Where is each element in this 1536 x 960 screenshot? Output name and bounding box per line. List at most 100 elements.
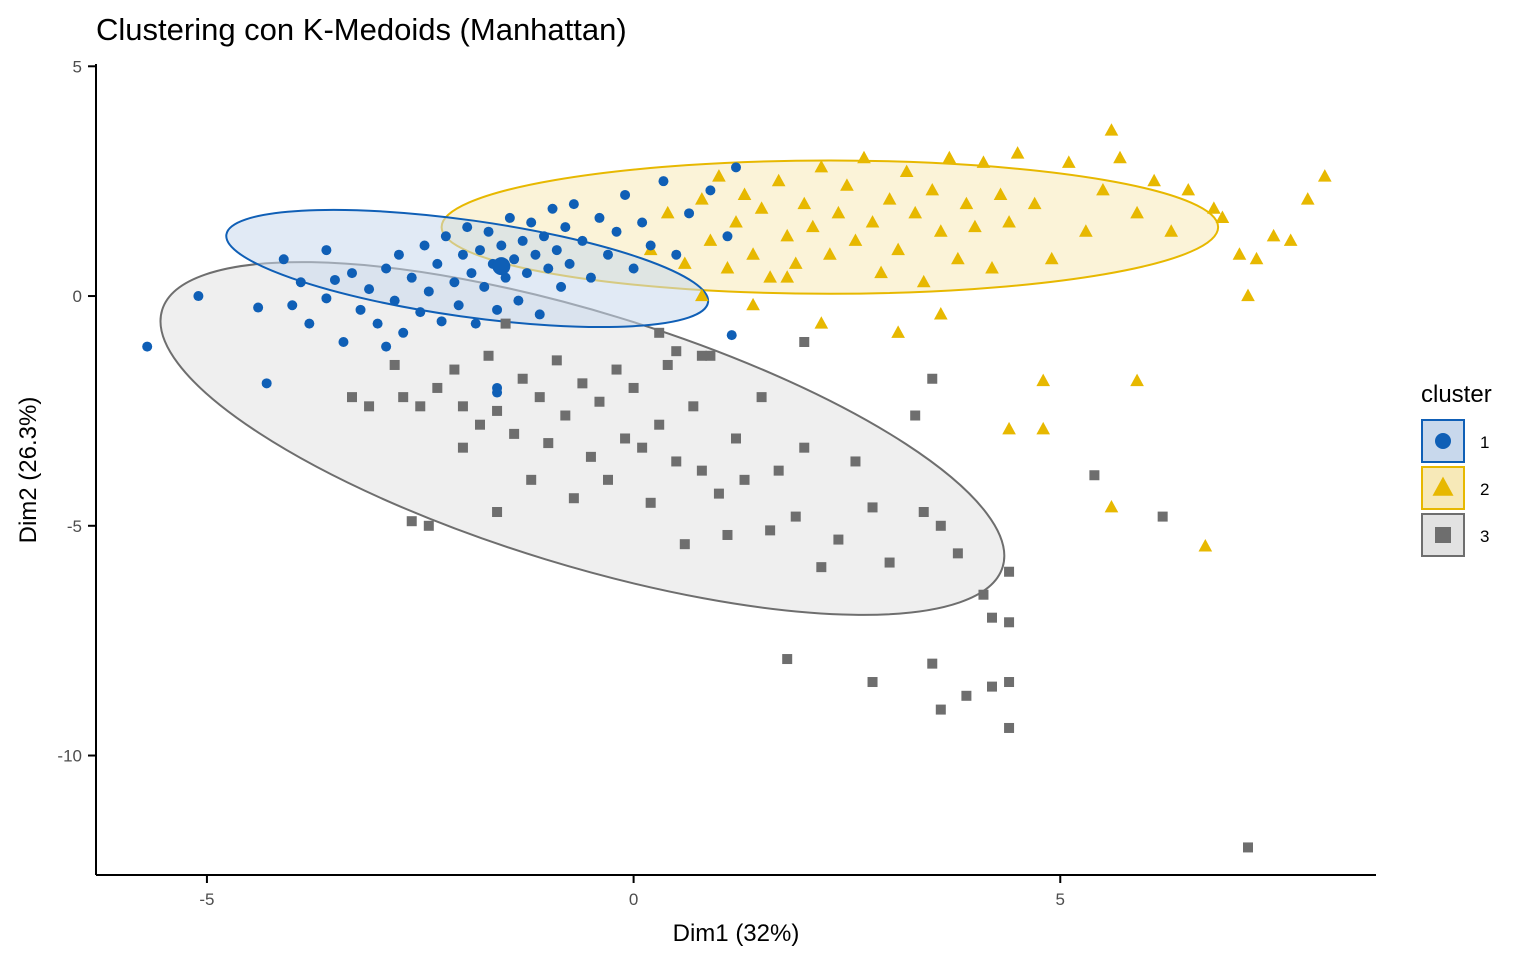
cluster-3-point: [517, 373, 528, 384]
cluster-3-point: [910, 410, 921, 421]
cluster-2-point: [720, 261, 735, 274]
cluster-1-point: [295, 277, 306, 288]
cluster-2-point: [993, 187, 1008, 200]
legend-marker-2: [1432, 476, 1454, 496]
cluster-3-point: [722, 529, 733, 540]
cluster-2-point: [1249, 251, 1264, 265]
cluster-3-point: [1004, 617, 1015, 628]
cluster-1-point: [658, 176, 669, 187]
cluster-2-point: [1104, 123, 1119, 136]
cluster-1-point: [577, 235, 588, 246]
cluster-3-point: [1089, 470, 1100, 481]
cluster-3-point: [1157, 511, 1168, 522]
cluster-2-point: [916, 274, 931, 288]
cluster-3-point: [654, 419, 665, 430]
cluster-2-point: [746, 247, 760, 260]
cluster-3-point: [731, 433, 741, 444]
cluster-1-point: [142, 341, 153, 352]
cluster-1-point: [560, 222, 571, 233]
cluster-2-point: [746, 297, 760, 311]
cluster-3-point: [935, 704, 946, 715]
cluster-1-point: [726, 330, 737, 341]
cluster-3-point: [500, 318, 511, 329]
cluster-3-point: [739, 474, 750, 485]
cluster-2-point: [1232, 247, 1247, 260]
cluster-3-point: [884, 557, 895, 568]
cluster-1-point: [492, 387, 503, 398]
cluster-3-point: [799, 442, 810, 453]
cluster-1-point: [568, 199, 579, 210]
cluster-2-point: [951, 251, 965, 265]
cluster-2-point: [1002, 215, 1016, 228]
cluster-2-point: [1198, 539, 1213, 552]
y-axis-title: Dim2 (26.3%): [15, 397, 42, 544]
cluster-3-point: [457, 442, 468, 453]
cluster-3-point: [850, 456, 861, 467]
cluster-3-point: [423, 520, 434, 531]
cluster-3-point: [611, 364, 622, 375]
cluster-2-point: [1207, 201, 1221, 214]
cluster-1-point: [475, 245, 485, 256]
cluster-3-point: [406, 516, 417, 527]
cluster-1-point: [364, 284, 375, 295]
cluster-2-point: [1113, 150, 1127, 164]
cluster-1-point: [419, 240, 430, 251]
cluster-1-point: [521, 268, 532, 279]
cluster-2-point: [857, 150, 871, 164]
cluster-1-point: [684, 208, 695, 219]
legend-key-2: [1421, 466, 1465, 510]
cluster-1-point: [526, 217, 537, 228]
cluster-3-point: [526, 474, 537, 485]
cluster-1-point: [457, 249, 468, 260]
cluster-1-point: [594, 212, 605, 223]
cluster-1-point: [496, 240, 507, 251]
cluster-2-point: [763, 270, 777, 283]
cluster-2-point: [840, 178, 854, 191]
cluster-2-point: [1036, 421, 1051, 435]
cluster-3-point: [654, 327, 665, 338]
legend-title: cluster: [1421, 381, 1492, 408]
cluster-1-point: [671, 249, 682, 260]
cluster-1-point: [436, 316, 447, 327]
cluster-3-point: [671, 346, 682, 357]
cluster-3-point: [662, 359, 673, 370]
cluster-3-point: [1004, 566, 1015, 577]
cluster-3-point: [705, 350, 716, 361]
cluster-2-point: [712, 169, 726, 182]
cluster-1-point: [462, 222, 473, 233]
y-tick-label: 0: [73, 287, 82, 306]
legend: cluster 1 2 3: [1421, 381, 1492, 557]
cluster-2-point: [908, 205, 923, 219]
cluster-2-point: [1079, 224, 1093, 237]
cluster-1-point: [466, 268, 477, 279]
cluster-1-point: [415, 307, 426, 318]
cluster-3-point: [449, 364, 460, 375]
cluster-1-point: [432, 258, 443, 269]
cluster-3-point: [603, 474, 613, 485]
cluster-3-point: [961, 690, 972, 701]
cluster-1-medoid: [492, 257, 511, 276]
cluster-3-point: [509, 428, 520, 439]
cluster-1-point: [603, 249, 613, 260]
cluster-1-point: [261, 378, 272, 389]
cluster-1-point: [722, 231, 733, 242]
cluster-1-point: [287, 300, 298, 311]
cluster-1-point: [449, 277, 460, 288]
cluster-3-point: [398, 392, 409, 403]
cluster-2-point: [1130, 373, 1144, 387]
data-points: [142, 123, 1332, 853]
cluster-1-point: [530, 249, 541, 260]
cluster-2-point: [780, 228, 795, 242]
cluster-2-point: [737, 187, 752, 200]
cluster-1-point: [637, 217, 648, 228]
cluster-1-point: [278, 254, 289, 265]
y-axis-ticks: 5 0 -5 -10: [57, 57, 96, 766]
cluster-3-point: [978, 589, 989, 600]
cluster-2-point: [780, 270, 795, 283]
cluster-2-point: [925, 182, 940, 196]
x-tick-label: 0: [629, 890, 638, 909]
cluster-3-point: [457, 401, 468, 412]
cluster-1-point: [556, 281, 567, 292]
cluster-3-point: [347, 392, 357, 403]
cluster-1-point: [645, 240, 656, 251]
